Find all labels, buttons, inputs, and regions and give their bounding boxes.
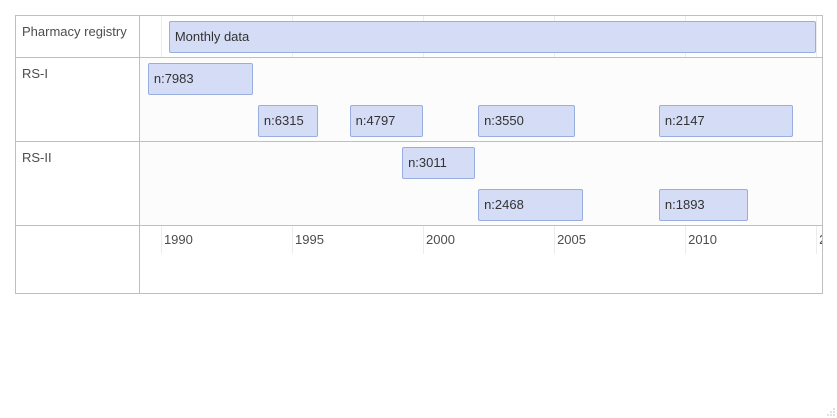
group-band — [140, 16, 822, 58]
x-tick-label: 2 — [816, 232, 822, 247]
timeline-bar[interactable]: n:2147 — [658, 105, 793, 137]
resize-grip-icon[interactable] — [827, 408, 835, 416]
group-label: Pharmacy registry — [16, 16, 140, 58]
timeline-chart: Pharmacy registry RS-I RS-II Monthly data n… — [15, 15, 823, 294]
timeline-plot-area: Monthly data n:7983 n:6315 n:4797 n:3550 n:21… — [140, 16, 822, 293]
timeline-bar[interactable]: Monthly data — [168, 21, 817, 53]
x-tick-label: 1990 — [163, 232, 193, 247]
axis-footer — [140, 254, 822, 293]
timeline-bar[interactable]: n:2468 — [478, 189, 583, 221]
x-tick-label: 1995 — [295, 232, 324, 247]
timeline-bar[interactable]: n:1893 — [658, 189, 748, 221]
timeline-bar[interactable]: n:3011 — [402, 147, 476, 179]
x-tick-label: 2010 — [688, 232, 718, 247]
timeline-bar[interactable]: n:3550 — [478, 105, 576, 137]
timeline-bar[interactable]: n:7983 — [147, 63, 253, 95]
group-label: RS-I — [16, 58, 140, 142]
group-label: RS-II — [16, 142, 140, 226]
timeline-bar[interactable]: n:4797 — [349, 105, 424, 137]
timeline-bar[interactable]: n:6315 — [257, 105, 319, 137]
group-label-column: Pharmacy registry RS-I RS-II — [16, 16, 140, 293]
x-tick-label: 2000 — [426, 232, 455, 247]
x-tick-label: 2005 — [557, 232, 586, 247]
